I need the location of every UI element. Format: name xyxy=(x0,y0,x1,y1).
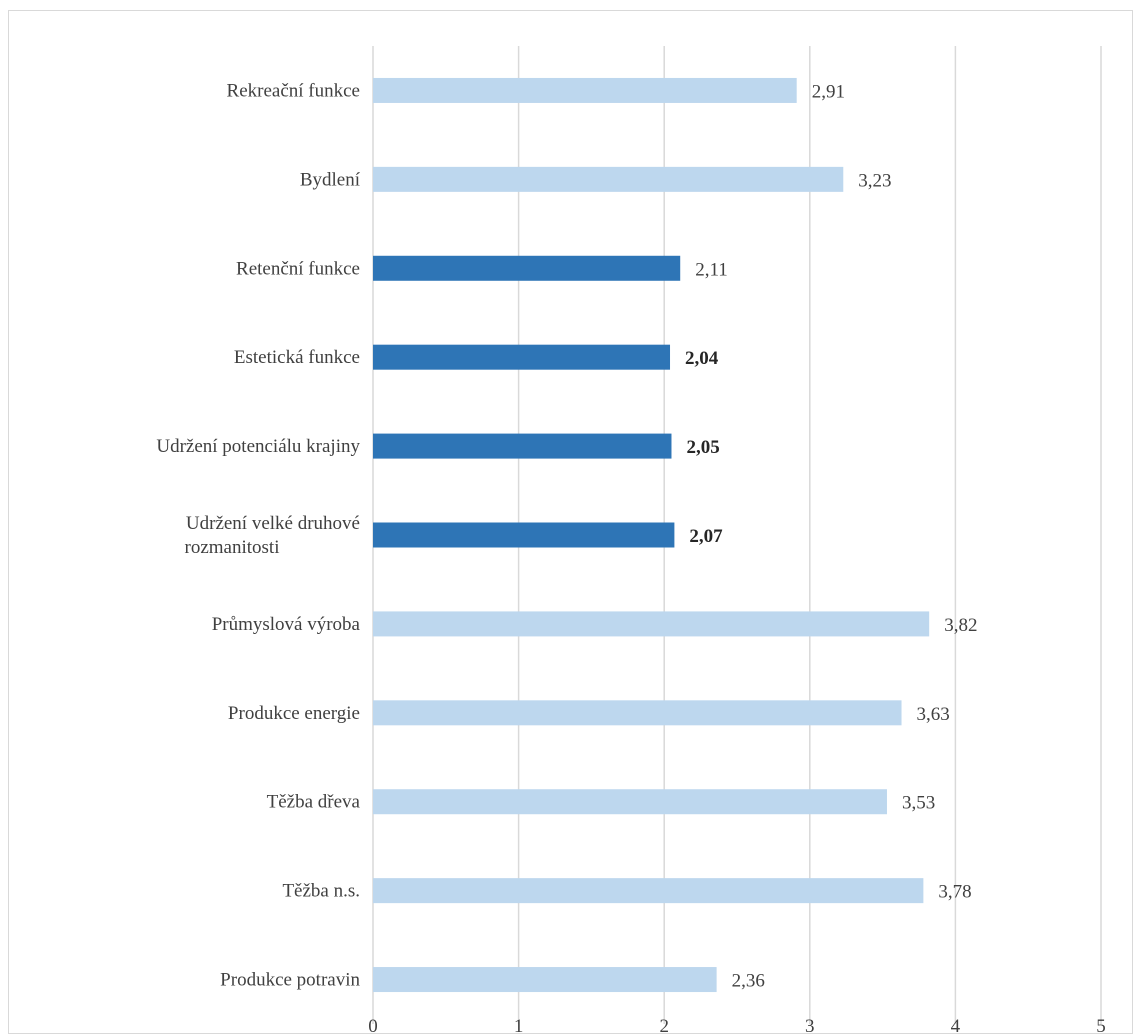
category-label: Produkce energie xyxy=(228,703,360,724)
bars xyxy=(373,77,930,993)
bar xyxy=(373,878,924,904)
x-tick-label: 1 xyxy=(514,1016,524,1036)
category-label: Rekreační funkce xyxy=(227,80,360,101)
bar xyxy=(373,166,844,192)
data-label: 2,91 xyxy=(812,81,845,102)
x-tick-label: 0 xyxy=(368,1016,378,1036)
bar xyxy=(373,255,681,281)
bar xyxy=(373,344,671,370)
data-label: 2,05 xyxy=(686,437,719,458)
x-axis-tick-labels: 0 1 2 3 4 5 xyxy=(368,1016,1106,1036)
category-label: Udržení potenciálu krajiny xyxy=(156,436,360,457)
x-tick-label: 4 xyxy=(951,1016,961,1036)
bar xyxy=(373,611,930,637)
bar xyxy=(373,433,672,459)
bar xyxy=(373,522,675,548)
data-label: 3,78 xyxy=(938,882,971,903)
category-label: Bydlení xyxy=(300,169,361,190)
bar xyxy=(373,700,902,726)
category-label: Estetická funkce xyxy=(234,347,360,368)
data-label: 3,23 xyxy=(858,170,891,191)
bar xyxy=(373,789,887,815)
data-label: 3,82 xyxy=(944,615,977,636)
category-label: Udržení velké druhové rozmanitosti xyxy=(185,513,360,558)
category-label: Těžba n.s. xyxy=(282,881,360,902)
data-label: 2,11 xyxy=(695,259,728,280)
category-label: Průmyslová výroba xyxy=(212,614,361,635)
x-tick-label: 2 xyxy=(659,1016,669,1036)
category-label: Retenční funkce xyxy=(236,258,360,279)
x-tick-label: 3 xyxy=(805,1016,815,1036)
value-labels: 2,91 3,23 2,11 2,04 2,05 2,07 3,82 3,63 3,53 3,78… xyxy=(685,81,977,991)
category-label: Těžba dřeva xyxy=(267,792,361,813)
data-label: 3,53 xyxy=(902,793,935,814)
grid-lines xyxy=(372,46,1102,1024)
category-label: Produkce potravin xyxy=(220,970,360,991)
category-labels: Rekreační funkce Bydlení Retenční funkce Es… xyxy=(156,80,360,990)
bar xyxy=(373,77,797,103)
chart-frame xyxy=(8,10,1133,1034)
data-label: 2,04 xyxy=(685,348,719,369)
data-label: 2,07 xyxy=(689,526,723,547)
bar xyxy=(373,967,717,993)
data-label: 2,36 xyxy=(732,971,765,992)
data-label: 3,63 xyxy=(917,704,950,725)
x-tick-label: 5 xyxy=(1096,1016,1106,1036)
